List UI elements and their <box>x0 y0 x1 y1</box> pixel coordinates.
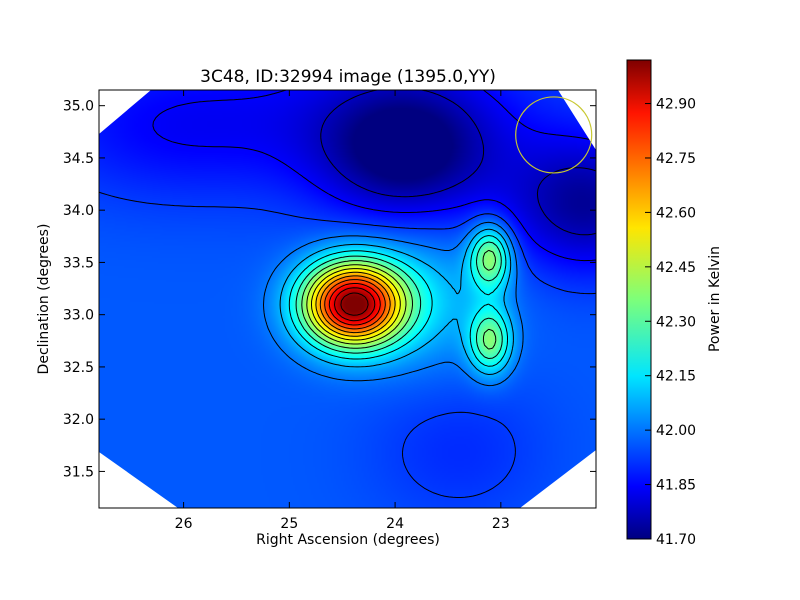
colorbar-tick-label-2: 42.00 <box>656 423 696 439</box>
blank-corner-top-left <box>99 90 151 134</box>
colorbar-tick-label-5: 42.45 <box>656 260 696 276</box>
contour-line-12 <box>324 279 386 330</box>
contour-line-5 <box>288 235 508 367</box>
y-tick-label-5: 34.0 <box>63 203 94 219</box>
y-tick-label-7: 35.0 <box>63 99 94 115</box>
y-tick-label-2: 32.5 <box>63 360 94 376</box>
heatmap-image <box>99 90 596 508</box>
contour-line-4 <box>279 228 514 375</box>
colorbar <box>626 59 652 540</box>
contour-line-6 <box>295 241 503 359</box>
colorbar-label: Power in Kelvin <box>707 246 723 352</box>
x-axis-ticks: 26 25 24 23 <box>175 90 510 532</box>
y-tick-label-1: 32.0 <box>63 412 94 428</box>
blank-corner-bottom-left <box>99 452 178 508</box>
beam-circle <box>515 96 593 174</box>
colorbar-tick-label-6: 42.60 <box>656 205 696 221</box>
contour-line-14 <box>334 287 376 322</box>
colorbar-tick-label-0: 41.70 <box>656 532 696 548</box>
y-axis-ticks: 31.5 32.0 32.5 33.0 33.5 34.0 34.5 35.0 <box>63 99 596 480</box>
contour-layer <box>99 90 596 498</box>
colorbar-tick-label-8: 42.90 <box>656 97 696 113</box>
x-tick-label-1: 25 <box>280 516 298 532</box>
x-axis-label: Right Ascension (degrees) <box>256 532 440 548</box>
x-tick-label-3: 23 <box>492 516 510 532</box>
colorbar-tick-label-4: 42.30 <box>656 314 696 330</box>
contour-line-1 <box>152 90 596 262</box>
y-tick-label-4: 33.5 <box>63 255 94 271</box>
colorbar-ticks: 41.70 41.85 42.00 42.15 42.30 42.45 42.60 42.75… <box>645 97 696 548</box>
blank-corner-bottom-right <box>520 450 596 508</box>
contour-line-3 <box>263 221 524 387</box>
y-axis-label: Declination (degrees) <box>36 224 52 375</box>
chart-title: 3C48, ID:32994 image (1395.0,YY) <box>200 67 496 87</box>
x-tick-label-0: 26 <box>175 516 193 532</box>
y-tick-label-0: 31.5 <box>63 464 94 480</box>
y-tick-label-3: 33.0 <box>63 308 94 324</box>
colorbar-tick-label-1: 41.85 <box>656 478 696 494</box>
contour-line-0 <box>320 90 596 236</box>
y-tick-label-6: 34.5 <box>63 151 94 167</box>
contour-line-8 <box>306 264 407 345</box>
contour-line-15 <box>340 292 369 316</box>
colorbar-tick-label-7: 42.75 <box>656 151 696 167</box>
blank-corner-top-right <box>558 90 596 150</box>
colorbar-tick-label-3: 42.15 <box>656 369 696 385</box>
plot-frame <box>98 89 597 509</box>
heatmap-area <box>99 90 596 508</box>
contour-line-10 <box>315 271 396 337</box>
contour-line-7 <box>301 249 497 350</box>
contour-line-9 <box>311 268 401 341</box>
x-tick-label-2: 24 <box>386 516 404 532</box>
contour-line-11 <box>319 275 391 334</box>
contour-line-13 <box>328 283 381 326</box>
